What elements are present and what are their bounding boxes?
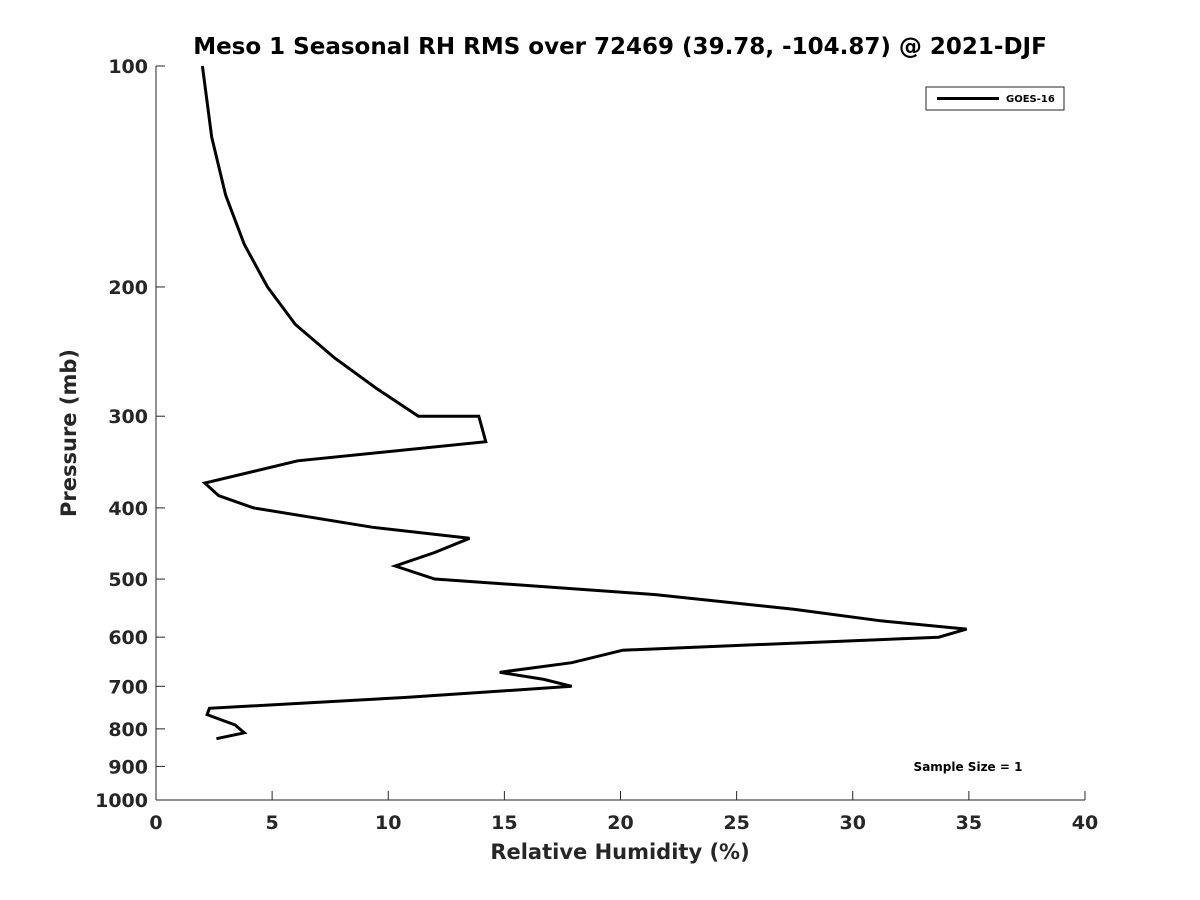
x-tick-label: 35 <box>956 812 982 834</box>
chart-title: Meso 1 Seasonal RH RMS over 72469 (39.78… <box>193 34 1047 60</box>
y-tick-label: 800 <box>108 719 148 741</box>
x-tick-label: 25 <box>723 812 749 834</box>
y-tick-label: 400 <box>108 498 148 520</box>
x-tick-label: 15 <box>491 812 517 834</box>
legend-entry-goes-16: GOES-16 <box>1006 94 1055 105</box>
x-axis-label: Relative Humidity (%) <box>490 840 749 864</box>
series-lines <box>200 65 968 741</box>
y-tick-label: 500 <box>108 569 148 591</box>
y-tick-label: 300 <box>108 406 148 428</box>
y-tick-label: 900 <box>108 756 148 778</box>
y-tick-label: 100 <box>108 56 148 78</box>
legend: GOES-16 <box>925 86 1065 111</box>
y-tick-label: 1000 <box>95 790 148 812</box>
x-tick-label: 10 <box>375 812 401 834</box>
y-tick-label: 200 <box>108 277 148 299</box>
x-tick-label: 30 <box>840 812 866 834</box>
x-tick-label: 0 <box>149 812 162 834</box>
series-line-goes-16 <box>200 65 968 741</box>
x-tick-label: 20 <box>607 812 633 834</box>
x-tick-label: 40 <box>1072 812 1098 834</box>
y-ticks: 100 200 300 400 500 600 700 800 900 1000 <box>95 56 165 812</box>
sample-size-annotation: Sample Size = 1 <box>914 760 1023 774</box>
x-tick-label: 5 <box>266 812 279 834</box>
y-axis-label: Pressure (mb) <box>57 349 81 517</box>
y-tick-label: 600 <box>108 627 148 649</box>
x-ticks: 0 5 10 15 20 25 30 35 40 <box>149 791 1098 834</box>
y-tick-label: 700 <box>108 676 148 698</box>
